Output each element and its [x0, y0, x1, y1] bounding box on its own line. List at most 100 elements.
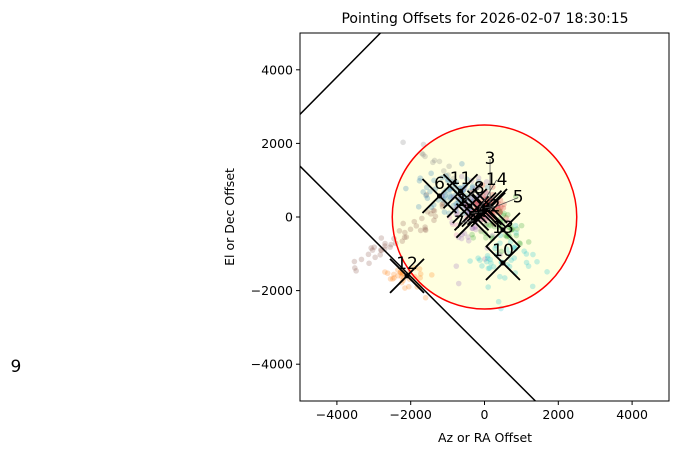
y-axis-label: El or Dec Offset: [222, 168, 237, 266]
x-axis-label: Az or RA Offset: [438, 430, 532, 445]
cluster-point: [525, 239, 532, 245]
cluster-point: [485, 265, 492, 272]
cluster-point: [503, 214, 509, 221]
cluster-point: [492, 207, 499, 213]
cluster-point: [485, 284, 491, 290]
cluster-point: [525, 263, 532, 269]
streak-point: [369, 247, 376, 253]
x-tick-label: 2000: [542, 407, 574, 422]
cluster-label: 12: [396, 254, 418, 274]
cluster-point: [493, 242, 500, 249]
cluster-point: [469, 231, 475, 238]
cluster-point: [442, 192, 448, 199]
cluster-point: [389, 276, 396, 282]
cluster-point: [387, 276, 394, 282]
cluster-point: [486, 265, 493, 271]
streak-point: [422, 226, 429, 233]
cluster-point: [529, 283, 536, 290]
streak-point: [430, 207, 437, 214]
cluster-point: [469, 225, 476, 232]
streak-point: [431, 217, 437, 224]
streak-point: [413, 223, 420, 229]
streak-point: [430, 159, 436, 166]
cluster-label: 6: [434, 174, 445, 194]
cluster-point: [449, 219, 455, 226]
cluster-point: [465, 238, 472, 244]
cluster-point: [496, 208, 503, 214]
streak-point: [396, 228, 403, 234]
streak-point: [432, 213, 439, 220]
streak-point: [400, 220, 406, 227]
cluster-point: [428, 170, 434, 177]
cluster-point: [503, 246, 510, 252]
cluster-point: [501, 210, 507, 217]
streak-point: [436, 158, 443, 165]
centroid-dot: [467, 203, 473, 209]
streak-point: [407, 226, 414, 233]
cluster-point: [509, 226, 516, 232]
cluster-point: [498, 204, 504, 211]
cluster-point: [513, 230, 519, 236]
streak-point: [419, 215, 425, 222]
x-tick-label: −4000: [316, 407, 358, 422]
cluster-point: [477, 257, 483, 263]
y-tick-label: 4000: [261, 62, 293, 77]
cluster-label: 3: [485, 149, 496, 169]
cluster-point: [490, 263, 497, 270]
streak-point: [420, 151, 426, 158]
cluster-point: [429, 272, 435, 278]
streak-point: [402, 229, 408, 236]
cluster-point: [470, 234, 477, 241]
cluster-label: 2: [490, 196, 501, 216]
label-leader-line: [488, 197, 519, 211]
label-leader-line: [471, 211, 483, 214]
cluster-point: [424, 195, 431, 202]
streak-point: [422, 227, 429, 234]
streak-point: [352, 265, 358, 271]
cluster-point: [523, 259, 530, 266]
x-tick-label: −2000: [390, 407, 432, 422]
label-leader-line: [478, 179, 497, 210]
centroid-dot: [404, 273, 410, 279]
cluster-point: [484, 252, 491, 259]
cluster-point: [482, 256, 488, 262]
cluster-point: [416, 178, 423, 184]
cluster-point: [483, 258, 490, 265]
streak-point: [446, 163, 452, 170]
streak-point: [353, 268, 359, 274]
cluster-point: [511, 244, 518, 250]
tolerance-circle-fill: [392, 125, 577, 309]
chart-title: Pointing Offsets for 2026-02-07 18:30:15: [341, 11, 628, 27]
cluster-point: [475, 255, 481, 261]
streak-point: [382, 240, 388, 247]
cluster-point: [534, 258, 540, 265]
cluster-point: [497, 208, 503, 215]
cluster-point: [512, 222, 519, 229]
cluster-point: [523, 251, 530, 257]
cluster-point: [402, 285, 408, 291]
cluster-point: [441, 209, 448, 215]
cluster-point: [391, 275, 397, 281]
centroid-dot: [500, 227, 506, 233]
cluster-label: 13: [492, 218, 514, 238]
cluster-point: [431, 177, 437, 184]
streak-point: [365, 251, 372, 258]
streak-point: [377, 252, 384, 258]
cluster-point: [417, 275, 424, 281]
streak-point: [403, 234, 410, 240]
streak-point: [401, 234, 408, 241]
cluster-point: [469, 225, 475, 232]
cluster-point: [491, 223, 498, 230]
cluster-point: [495, 205, 502, 211]
cluster-point: [465, 234, 471, 240]
cluster-point: [464, 176, 470, 182]
cluster-point: [475, 178, 482, 185]
cluster-point: [420, 189, 426, 195]
cluster-point: [450, 202, 457, 209]
x-tick-label: 0: [481, 407, 489, 422]
cluster-point: [486, 222, 492, 228]
cluster-point: [495, 298, 502, 305]
centroid-dot: [500, 260, 506, 266]
boundary-line: [300, 33, 381, 115]
